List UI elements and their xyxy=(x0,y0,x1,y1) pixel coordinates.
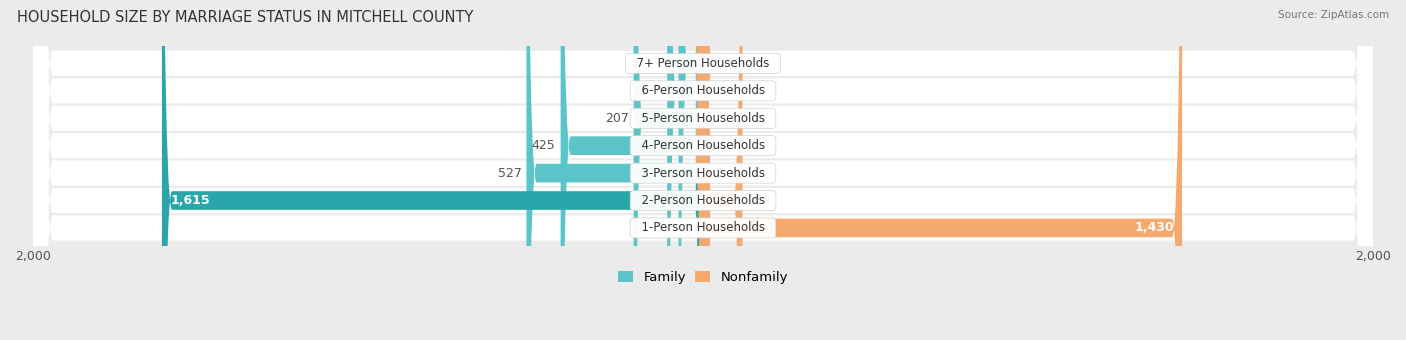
FancyBboxPatch shape xyxy=(561,0,703,340)
FancyBboxPatch shape xyxy=(679,0,703,340)
FancyBboxPatch shape xyxy=(32,0,1374,340)
FancyBboxPatch shape xyxy=(32,0,1374,340)
Text: 5-Person Households: 5-Person Households xyxy=(634,112,772,125)
Text: 118: 118 xyxy=(748,194,772,207)
FancyBboxPatch shape xyxy=(526,0,703,340)
Text: HOUSEHOLD SIZE BY MARRIAGE STATUS IN MITCHELL COUNTY: HOUSEHOLD SIZE BY MARRIAGE STATUS IN MIT… xyxy=(17,10,474,25)
Text: 207: 207 xyxy=(605,112,628,125)
FancyBboxPatch shape xyxy=(32,0,1374,340)
Text: 1: 1 xyxy=(709,139,716,152)
Text: 425: 425 xyxy=(531,139,555,152)
FancyBboxPatch shape xyxy=(703,0,1182,340)
Text: 2-Person Households: 2-Person Households xyxy=(634,194,772,207)
Text: 4-Person Households: 4-Person Households xyxy=(634,139,772,152)
Text: 3-Person Households: 3-Person Households xyxy=(634,167,772,180)
Text: 7+ Person Households: 7+ Person Households xyxy=(628,57,778,70)
FancyBboxPatch shape xyxy=(32,0,1374,340)
Text: 527: 527 xyxy=(498,167,522,180)
Text: 1-Person Households: 1-Person Households xyxy=(634,221,772,234)
Text: 1,615: 1,615 xyxy=(170,194,209,207)
FancyBboxPatch shape xyxy=(634,0,703,340)
Text: 6-Person Households: 6-Person Households xyxy=(634,84,772,97)
FancyBboxPatch shape xyxy=(693,0,713,340)
Text: 2: 2 xyxy=(709,57,717,70)
Text: 107: 107 xyxy=(638,84,662,97)
FancyBboxPatch shape xyxy=(668,0,703,340)
FancyBboxPatch shape xyxy=(32,0,1374,340)
FancyBboxPatch shape xyxy=(162,0,703,340)
FancyBboxPatch shape xyxy=(32,0,1374,340)
Text: 73: 73 xyxy=(658,57,673,70)
Legend: Family, Nonfamily: Family, Nonfamily xyxy=(612,266,794,289)
FancyBboxPatch shape xyxy=(693,0,713,340)
FancyBboxPatch shape xyxy=(703,0,742,340)
FancyBboxPatch shape xyxy=(32,0,1374,340)
Text: Source: ZipAtlas.com: Source: ZipAtlas.com xyxy=(1278,10,1389,20)
Text: 1,430: 1,430 xyxy=(1135,221,1174,234)
